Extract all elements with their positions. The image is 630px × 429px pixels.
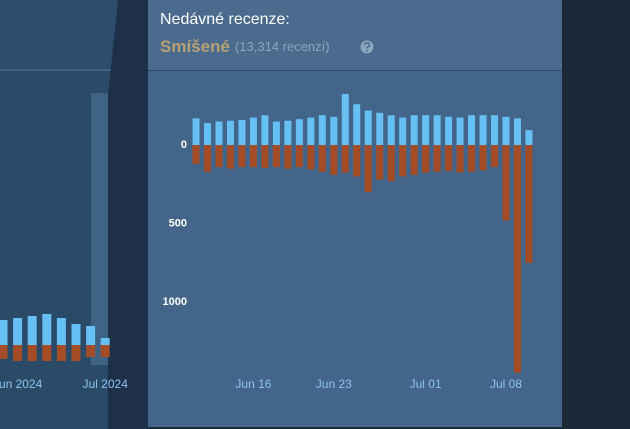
bar bbox=[353, 145, 361, 177]
bar bbox=[295, 145, 303, 168]
bar bbox=[513, 118, 521, 146]
overview-header bbox=[0, 0, 125, 70]
x-tick-label: Jul 08 bbox=[490, 377, 522, 391]
bar bbox=[479, 115, 487, 146]
help-icon[interactable] bbox=[360, 40, 374, 54]
bar bbox=[433, 115, 441, 146]
bar bbox=[502, 145, 510, 221]
x-tick-label: Jul 01 bbox=[410, 377, 442, 391]
bar bbox=[204, 145, 212, 172]
bar bbox=[364, 145, 372, 193]
bar bbox=[318, 115, 326, 146]
rating-line: Smíšené (13,314 recenzí) bbox=[160, 37, 330, 56]
bar bbox=[192, 145, 200, 164]
bar bbox=[341, 145, 349, 173]
bar bbox=[226, 145, 234, 169]
bar bbox=[491, 115, 499, 146]
bar bbox=[215, 121, 223, 146]
bar bbox=[341, 94, 349, 146]
bar bbox=[479, 145, 487, 171]
x-tick-label: Jul 2024 bbox=[83, 377, 129, 391]
bar bbox=[272, 121, 280, 146]
bar bbox=[422, 115, 430, 146]
bar bbox=[513, 145, 521, 373]
y-tick-label: 1000 bbox=[163, 296, 187, 308]
bar bbox=[284, 120, 292, 146]
bar bbox=[56, 345, 66, 361]
bar bbox=[100, 338, 110, 345]
bar bbox=[42, 345, 52, 361]
bar bbox=[13, 345, 23, 361]
x-tick-label: Jun 23 bbox=[316, 377, 352, 391]
bar bbox=[502, 116, 510, 146]
bar bbox=[353, 104, 361, 146]
bar bbox=[456, 117, 464, 146]
bar bbox=[0, 320, 8, 345]
x-tick-label: Jun 16 bbox=[235, 377, 271, 391]
y-tick-label: 500 bbox=[169, 217, 187, 229]
bar bbox=[272, 145, 280, 168]
bar bbox=[525, 130, 533, 146]
bar bbox=[249, 117, 257, 146]
bar bbox=[238, 145, 246, 168]
bar bbox=[295, 119, 303, 146]
bar bbox=[249, 145, 257, 168]
bar bbox=[215, 145, 223, 168]
bar bbox=[307, 145, 315, 170]
x-tick-label: Jun 2024 bbox=[0, 377, 43, 391]
bar bbox=[445, 145, 453, 171]
bar bbox=[238, 119, 246, 146]
bar bbox=[422, 145, 430, 173]
bar bbox=[71, 345, 81, 361]
bar bbox=[387, 145, 395, 182]
header-panel bbox=[148, 0, 562, 70]
bar bbox=[364, 110, 372, 146]
main-chart: 0 500 1000 Jun 16 Jun 23 Jul 01 Jul 08 bbox=[163, 94, 533, 391]
bar bbox=[456, 145, 464, 173]
bar bbox=[387, 115, 395, 146]
bar bbox=[330, 116, 338, 146]
bar bbox=[433, 145, 441, 172]
bar bbox=[376, 112, 384, 146]
bar bbox=[261, 115, 269, 146]
connector bbox=[108, 0, 148, 429]
bar bbox=[284, 145, 292, 169]
bar bbox=[261, 145, 269, 168]
bar bbox=[86, 345, 96, 357]
bar bbox=[399, 117, 407, 146]
rating: Smíšené bbox=[160, 37, 230, 56]
bar bbox=[525, 145, 533, 263]
bar bbox=[100, 345, 110, 357]
bar bbox=[468, 145, 476, 172]
y-tick-label: 0 bbox=[181, 139, 187, 151]
bar bbox=[27, 316, 37, 345]
bar bbox=[376, 145, 384, 180]
bar bbox=[86, 326, 96, 345]
review-count: (13,314 recenzí) bbox=[235, 39, 330, 54]
bar bbox=[468, 115, 476, 146]
bar bbox=[192, 118, 200, 146]
bar bbox=[445, 116, 453, 146]
bar bbox=[318, 145, 326, 172]
overview-chart: Jun 2024 Jul 2024 bbox=[0, 314, 128, 391]
bar bbox=[0, 345, 8, 359]
bar bbox=[410, 115, 418, 146]
bar bbox=[410, 145, 418, 175]
bar bbox=[307, 117, 315, 146]
page-bg bbox=[562, 0, 630, 429]
section-title: Nedávné recenze: bbox=[160, 11, 290, 28]
overview-selection[interactable] bbox=[91, 93, 108, 365]
bar bbox=[42, 314, 52, 345]
bar bbox=[330, 145, 338, 175]
bar bbox=[56, 318, 66, 345]
bar bbox=[226, 120, 234, 146]
bar bbox=[491, 145, 499, 168]
bar bbox=[399, 145, 407, 177]
bar bbox=[204, 123, 212, 146]
bar bbox=[27, 345, 37, 361]
bar bbox=[13, 318, 23, 345]
bar bbox=[71, 324, 81, 345]
